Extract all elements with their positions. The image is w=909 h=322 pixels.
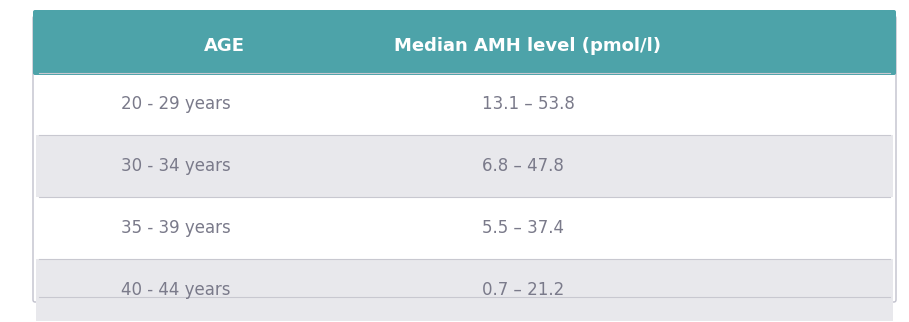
Text: 35 - 39 years: 35 - 39 years (121, 219, 231, 237)
Text: 20 - 29 years: 20 - 29 years (121, 95, 231, 113)
Text: 5.5 – 37.4: 5.5 – 37.4 (482, 219, 564, 237)
Text: 13.1 – 53.8: 13.1 – 53.8 (482, 95, 574, 113)
Text: 0.7 – 21.2: 0.7 – 21.2 (482, 281, 564, 299)
Text: 40 - 44 years: 40 - 44 years (121, 281, 230, 299)
Text: Median AMH level (pmol/l): Median AMH level (pmol/l) (394, 36, 661, 54)
Text: 6.8 – 47.8: 6.8 – 47.8 (482, 157, 564, 175)
Bar (36, 51, 893, 73)
Text: AGE: AGE (204, 36, 245, 54)
Bar (36, 197, 893, 259)
Bar (36, 73, 893, 135)
Text: 30 - 34 years: 30 - 34 years (121, 157, 231, 175)
Bar (36, 259, 893, 321)
Bar (36, 135, 893, 197)
FancyBboxPatch shape (33, 10, 896, 75)
FancyBboxPatch shape (33, 16, 896, 302)
